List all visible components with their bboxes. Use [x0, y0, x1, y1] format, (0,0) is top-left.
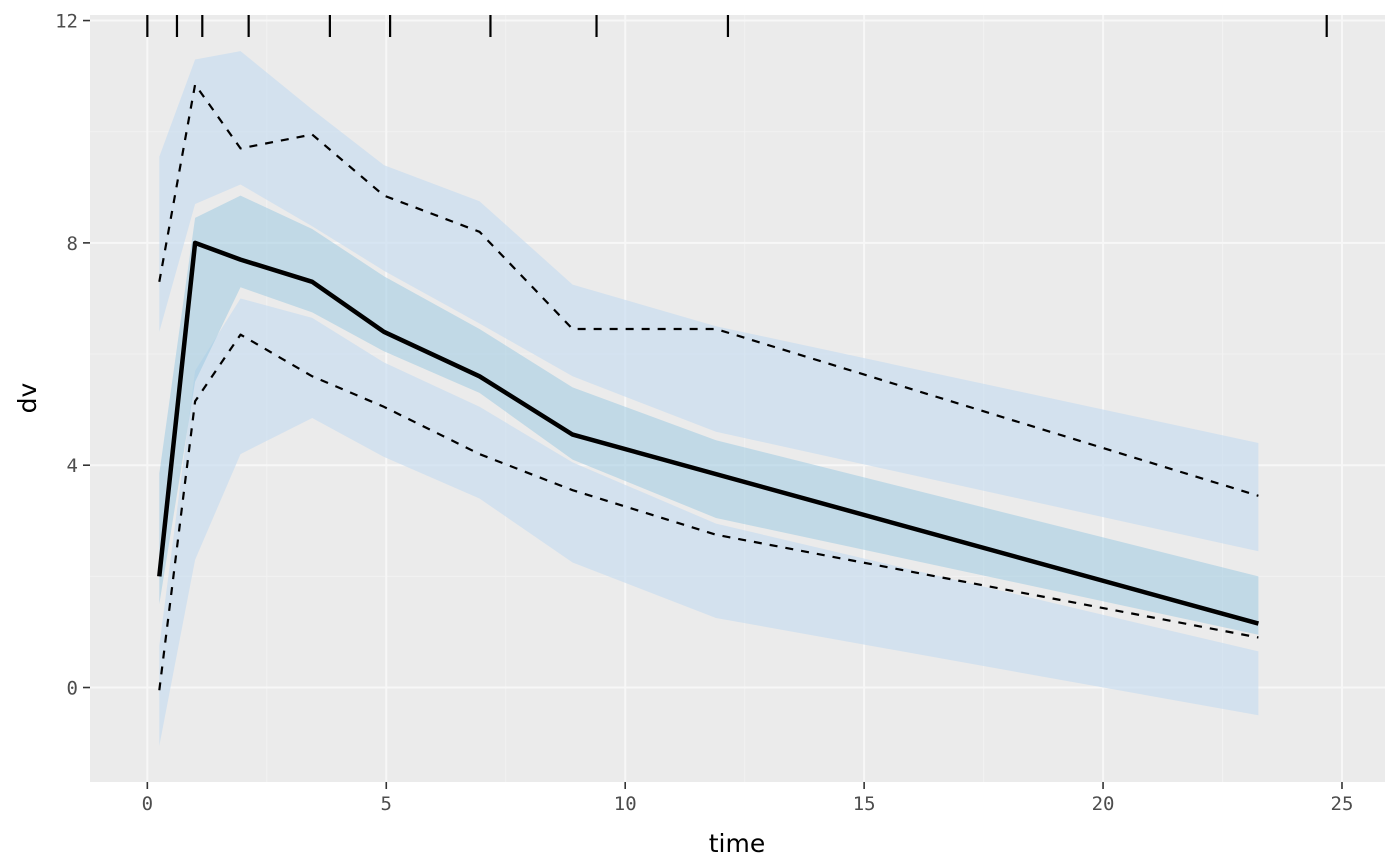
x-tick-label: 10: [614, 793, 637, 815]
x-axis: 0 5 10 15 20 25: [142, 782, 1354, 815]
percentile-lines: [157, 83, 1259, 691]
y-axis: 0 4 8 12: [55, 11, 90, 700]
y-axis-title: dv: [13, 382, 42, 413]
interval-band-1: [159, 298, 1259, 746]
y-tick-label: 8: [67, 233, 78, 255]
upper-line: [158, 83, 1259, 497]
interval-band-0: [159, 51, 1259, 552]
prediction-interval-bands: [159, 51, 1259, 746]
bin-rug-marks: [146, 15, 1328, 37]
median-line: [157, 240, 1259, 626]
y-tick-label: 12: [55, 11, 78, 33]
lower-line: [158, 333, 1259, 691]
x-tick-label: 15: [853, 793, 876, 815]
x-tick-label: 0: [142, 793, 153, 815]
x-axis-title: time: [709, 829, 765, 858]
x-tick-label: 5: [381, 793, 392, 815]
interval-band-2: [159, 195, 1259, 635]
y-tick-label: 4: [67, 455, 78, 477]
x-tick-label: 20: [1092, 793, 1115, 815]
x-tick-label: 25: [1331, 793, 1354, 815]
y-tick-label: 0: [67, 678, 78, 700]
